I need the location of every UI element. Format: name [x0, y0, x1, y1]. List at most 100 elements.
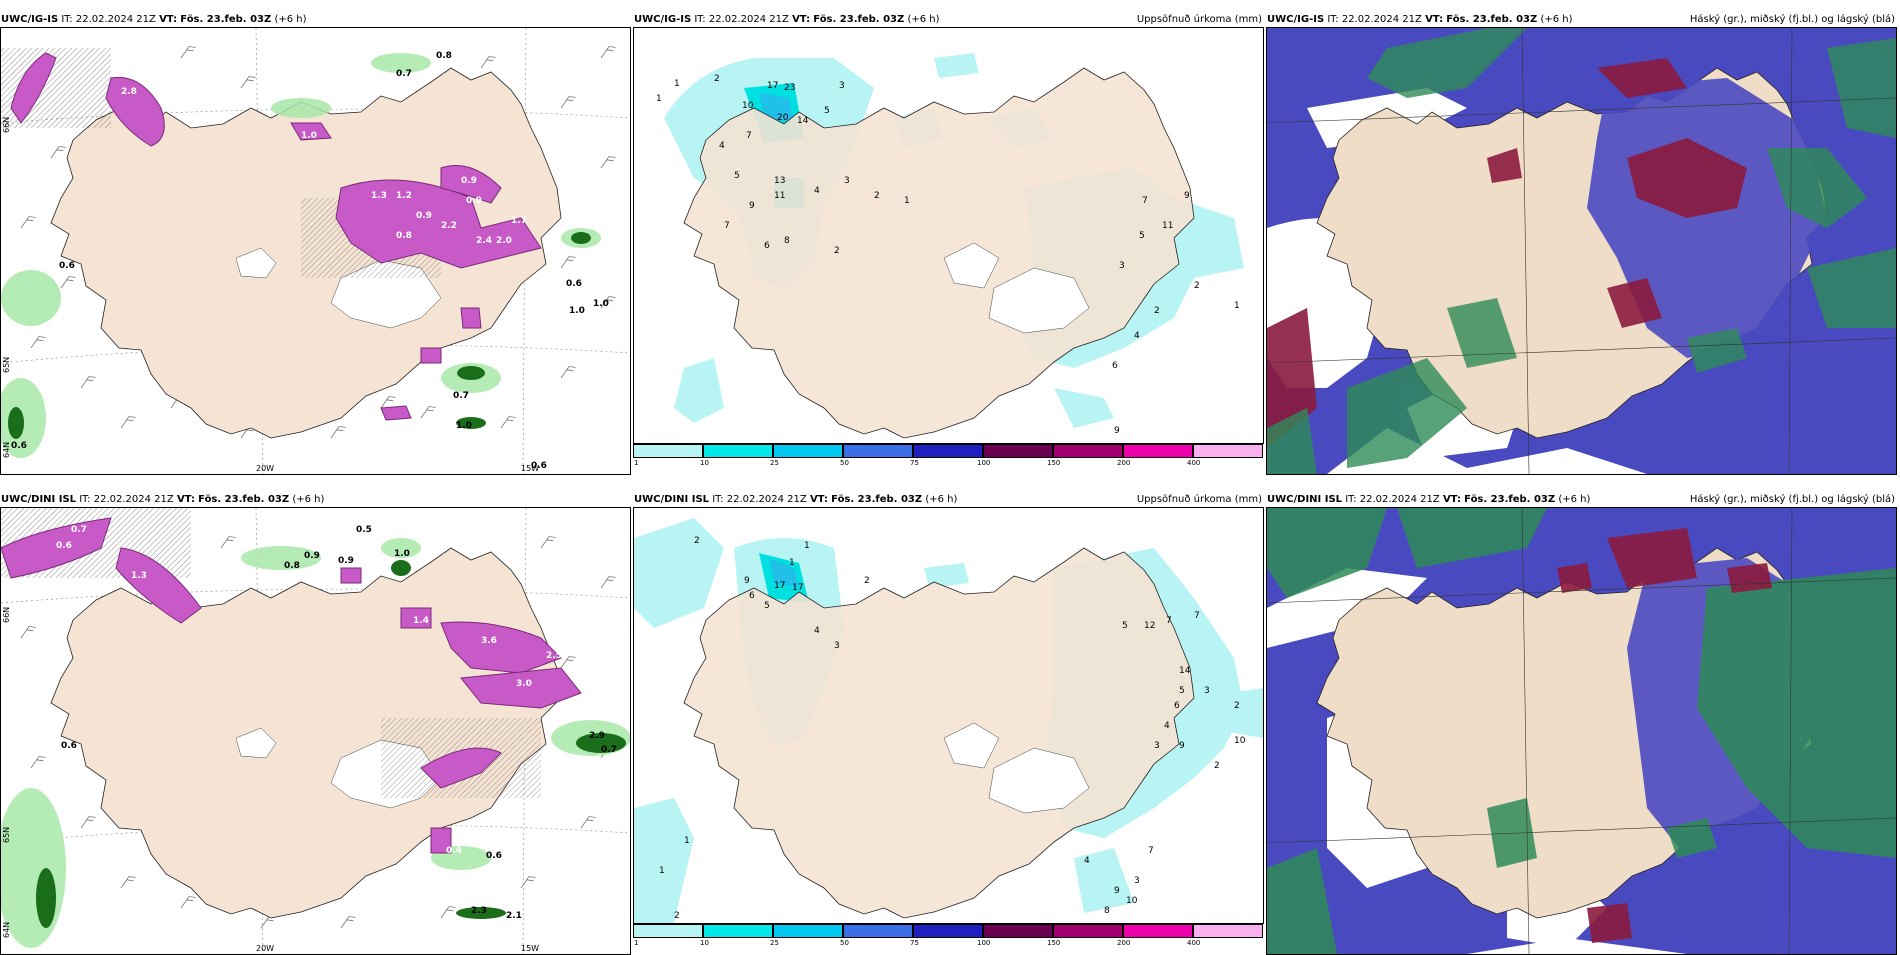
- precip-value: 2: [834, 246, 840, 256]
- value-label: 2.3: [471, 906, 487, 916]
- legend-tick: 200: [1117, 459, 1131, 467]
- precip-value: 1: [656, 94, 662, 104]
- it-label: IT:: [61, 14, 73, 25]
- legend-swatch: [1123, 444, 1193, 458]
- precip-legend: 1 10 25 50 75 100 150 200 400: [633, 444, 1264, 467]
- legend-tick: 10: [700, 459, 709, 467]
- value-label: 0.4: [446, 846, 462, 856]
- model-name: UWC/IG-IS: [1, 14, 59, 25]
- legend-tick: 400: [1187, 459, 1201, 467]
- panel-header: UWC/IG-IS IT: 22.02.2024 21Z VT: Fös. 23…: [1266, 12, 1897, 28]
- lead-time: (+6 h): [925, 494, 958, 505]
- it-value: 22.02.2024 21Z: [1341, 14, 1422, 25]
- precip-value: 7: [1148, 846, 1154, 856]
- precip-value: 4: [1164, 721, 1170, 731]
- value-label: 1.3: [371, 191, 387, 201]
- mid-cloud: [1267, 58, 1747, 448]
- glacier: [988, 267, 1090, 334]
- precip-value: 11: [774, 191, 785, 201]
- precip-value: 1: [1234, 301, 1240, 311]
- precip-value: 8: [1104, 906, 1110, 916]
- legend-swatch: [1193, 444, 1263, 458]
- precip-value: 2: [674, 911, 680, 921]
- value-label: 0.6: [61, 741, 77, 751]
- value-label: 1.2: [396, 191, 412, 201]
- precip-value: 6: [1174, 701, 1180, 711]
- legend-tick: 75: [910, 459, 919, 467]
- it-label: IT:: [1345, 494, 1357, 505]
- panel-dini-snow-wind: UWC/DINI ISL IT: 22.02.2024 21Z VT: Fös.…: [0, 492, 631, 955]
- value-label: 0.6: [566, 279, 582, 289]
- value-label: 1.0: [593, 299, 609, 309]
- value-label: 0.6: [531, 461, 547, 471]
- panel-header: UWC/IG-IS IT: 22.02.2024 21Z VT: Fös. 23…: [633, 12, 1264, 28]
- vt-label: VT:: [1442, 494, 1461, 505]
- precip-value: 5: [1139, 231, 1145, 241]
- legend-tick: 150: [1047, 459, 1061, 467]
- legend-swatch: [913, 924, 983, 938]
- value-label: 2.8: [121, 87, 137, 97]
- vt-label: VT:: [176, 494, 195, 505]
- legend-swatch: [983, 444, 1053, 458]
- value-labels: 0.7 0.6 0.5 0.8 0.9 0.9 1.0 1.4 1.3 3.6 …: [56, 525, 617, 921]
- legend-swatch: [703, 924, 773, 938]
- panel-ig-precip: UWC/IG-IS IT: 22.02.2024 21Z VT: Fös. 23…: [633, 12, 1264, 467]
- precip-legend: 1 10 25 50 75 100 150 200 400: [633, 924, 1264, 947]
- precip-value: 4: [814, 186, 820, 196]
- lead-time: (+6 h): [1540, 14, 1573, 25]
- lon-label: 15W: [521, 464, 539, 473]
- it-label: IT:: [712, 494, 724, 505]
- vt-label: VT:: [1425, 14, 1444, 25]
- value-label: 1.3: [131, 571, 147, 581]
- precip-value: 2: [864, 576, 870, 586]
- graticule: [1267, 28, 1896, 474]
- precip-value: 4: [1134, 331, 1140, 341]
- vt-value: Fös. 23.feb. 03Z: [180, 14, 272, 25]
- it-value: 22.02.2024 21Z: [93, 494, 174, 505]
- precip-value: 2: [694, 536, 700, 546]
- value-label: 0.6: [56, 541, 72, 551]
- iceland-land: [683, 67, 1195, 439]
- value-label: 1.0: [569, 306, 585, 316]
- lat-label: 65N: [2, 357, 11, 373]
- precip-value: 7: [1142, 196, 1148, 206]
- vt-label: VT:: [809, 494, 828, 505]
- map-svg: 0.7 0.6 0.5 0.8 0.9 0.9 1.0 1.4 1.3 3.6 …: [1, 508, 630, 954]
- it-value: 22.02.2024 21Z: [1359, 494, 1440, 505]
- precip-value: 14: [1179, 666, 1191, 676]
- precip-value: 1: [904, 196, 910, 206]
- precip-value: 7: [1194, 611, 1200, 621]
- legend-swatch: [633, 444, 703, 458]
- map-svg: 0.7 0.8 0.6 0.6 1.0 0.6 2.8 2.2 1.3 1.2 …: [1, 28, 630, 474]
- panel-dini-clouds: UWC/DINI ISL IT: 22.02.2024 21Z VT: Fös.…: [1266, 492, 1897, 955]
- precip-value: 5: [1179, 686, 1185, 696]
- snow-areas: [1, 517, 582, 854]
- lat-label: 66N: [2, 117, 11, 133]
- precip-value: 9: [1114, 426, 1120, 436]
- legend-swatch: [843, 444, 913, 458]
- map-svg: [1267, 28, 1896, 474]
- model-name: UWC/DINI ISL: [1267, 494, 1343, 505]
- map-area: 0.7 0.8 0.6 0.6 1.0 0.6 2.8 2.2 1.3 1.2 …: [0, 27, 631, 475]
- legend-swatch: [1053, 924, 1123, 938]
- panel-title: Háský (gr.), miðský (fj.bl.) og lágský (…: [1689, 14, 1895, 25]
- it-value: 22.02.2024 21Z: [726, 494, 807, 505]
- precip-value: 13: [774, 176, 785, 186]
- legend-tick: 200: [1117, 939, 1131, 947]
- precip-value: 12: [1144, 621, 1155, 631]
- panel-header: UWC/IG-IS IT: 22.02.2024 21Z VT: Fös. 23…: [0, 12, 631, 28]
- value-label: 2.5: [546, 651, 562, 661]
- precip-value: 2: [874, 191, 880, 201]
- heavy-rain: [36, 560, 626, 928]
- precip-value: 4: [1084, 856, 1090, 866]
- heavy-rain: [8, 232, 591, 439]
- lead-time: (+6 h): [907, 14, 940, 25]
- vt-label: VT:: [159, 14, 178, 25]
- legend-swatch: [1123, 924, 1193, 938]
- legend-swatch: [773, 444, 843, 458]
- glacier: [235, 727, 277, 759]
- panel-header: UWC/DINI ISL IT: 22.02.2024 21Z VT: Fös.…: [0, 492, 631, 508]
- value-label: 0.9: [466, 196, 482, 206]
- legend-swatch: [983, 924, 1053, 938]
- value-label: 0.6: [486, 851, 502, 861]
